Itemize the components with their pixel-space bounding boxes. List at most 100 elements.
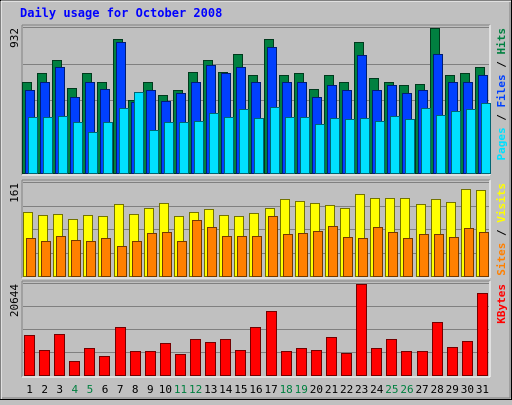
x-tick-label: 15 <box>234 383 247 396</box>
chart-title: Daily usage for October 2008 <box>20 6 222 20</box>
x-tick-label: 8 <box>132 383 139 396</box>
bar-sites-day-17 <box>268 216 278 277</box>
bar-sites-day-21 <box>328 226 338 277</box>
x-tick-label: 9 <box>147 383 154 396</box>
bar-kbytes-day-6 <box>99 356 110 376</box>
series-kbytes <box>24 284 488 376</box>
panel-sites-visits: 161 Sites / Visits <box>8 179 508 279</box>
bar-kbytes-day-31 <box>477 293 488 376</box>
bar-pages-day-26 <box>405 119 415 174</box>
x-tick-label: 13 <box>204 383 217 396</box>
bar-pages-day-28 <box>436 115 446 174</box>
bar-pages-day-12 <box>194 121 204 174</box>
y-axis-max-label: 161 <box>8 183 21 203</box>
x-tick-label: 6 <box>102 383 109 396</box>
bar-sites-day-26 <box>403 238 413 277</box>
bar-sites-day-8 <box>132 241 142 277</box>
x-tick-label: 25 <box>385 383 398 396</box>
bar-kbytes-day-30 <box>462 341 473 376</box>
bar-pages-day-17 <box>270 107 280 174</box>
bar-kbytes-day-15 <box>235 350 246 376</box>
x-tick-label: 28 <box>431 383 444 396</box>
bar-sites-day-9 <box>147 233 157 277</box>
x-tick-label: 27 <box>415 383 428 396</box>
bar-pages-day-11 <box>179 122 189 174</box>
x-tick-label: 20 <box>310 383 323 396</box>
bar-pages-day-29 <box>451 111 461 174</box>
bar-pages-day-24 <box>375 121 385 174</box>
bar-kbytes-day-13 <box>205 342 216 376</box>
bar-sites-day-3 <box>56 236 66 277</box>
bar-pages-day-10 <box>164 122 174 174</box>
series-sites <box>26 216 489 277</box>
x-tick-label: 30 <box>461 383 474 396</box>
x-tick-label: 29 <box>446 383 459 396</box>
bar-kbytes-day-8 <box>130 351 141 376</box>
bar-pages-day-25 <box>390 116 400 174</box>
bar-kbytes-day-29 <box>447 347 458 376</box>
bar-kbytes-day-19 <box>296 348 307 376</box>
bar-pages-day-13 <box>209 113 219 174</box>
x-tick-label: 16 <box>249 383 262 396</box>
chart-panels: 932 Pages / Files / Hits 161 Sites / Visits… <box>8 24 508 378</box>
x-tick-label: 18 <box>280 383 293 396</box>
bar-sites-day-15 <box>237 236 247 277</box>
bar-kbytes-day-26 <box>401 351 412 376</box>
bar-sites-day-13 <box>207 227 217 277</box>
bar-sites-day-24 <box>373 227 383 277</box>
bar-kbytes-day-4 <box>69 361 80 376</box>
x-tick-label: 3 <box>56 383 63 396</box>
bar-kbytes-day-2 <box>39 350 50 376</box>
bar-kbytes-day-28 <box>432 322 443 376</box>
x-tick-label: 5 <box>87 383 94 396</box>
bar-kbytes-day-7 <box>115 327 126 376</box>
bar-kbytes-day-27 <box>417 351 428 376</box>
bar-kbytes-day-9 <box>145 351 156 376</box>
bar-pages-day-18 <box>285 117 295 174</box>
y-axis-metric-label: Pages / Files / Hits <box>495 28 508 161</box>
bar-kbytes-day-23 <box>356 284 367 376</box>
x-tick-label: 4 <box>72 383 79 396</box>
bar-sites-day-10 <box>162 232 172 277</box>
y-axis-metric-label: KBytes <box>495 284 508 324</box>
bar-kbytes-day-18 <box>281 351 292 376</box>
label-files: Files <box>495 74 508 107</box>
label-visits: Visits <box>495 183 508 223</box>
y-axis-max-label: 932 <box>8 28 21 48</box>
x-tick-label: 12 <box>189 383 202 396</box>
x-tick-label: 14 <box>219 383 233 396</box>
bar-pages-day-19 <box>300 117 310 174</box>
panel-hits-files-pages: 932 Pages / Files / Hits <box>8 24 508 176</box>
bar-kbytes-day-1 <box>24 335 35 376</box>
bar-sites-day-2 <box>41 241 51 277</box>
bar-kbytes-day-21 <box>326 337 337 376</box>
bar-pages-day-20 <box>315 124 325 174</box>
bar-sites-day-30 <box>464 228 474 277</box>
x-tick-label: 17 <box>264 383 277 396</box>
bar-pages-day-14 <box>224 117 234 174</box>
x-tick-label: 10 <box>159 383 172 396</box>
x-tick-label: 24 <box>370 383 384 396</box>
y-axis-metric-label: Sites / Visits <box>495 183 508 276</box>
bar-pages-day-15 <box>239 109 249 174</box>
x-tick-label: 2 <box>41 383 48 396</box>
bar-sites-day-18 <box>283 234 293 277</box>
bar-kbytes-day-16 <box>250 327 261 376</box>
bar-sites-day-19 <box>298 233 308 277</box>
bar-sites-day-22 <box>343 237 353 277</box>
bar-sites-day-6 <box>101 238 111 277</box>
bar-pages-day-31 <box>481 103 491 174</box>
bar-sites-day-1 <box>26 238 36 277</box>
bar-sites-day-25 <box>388 232 398 277</box>
label-kbytes: KBytes <box>495 284 508 324</box>
bar-sites-day-12 <box>192 220 202 277</box>
x-tick-label: 11 <box>174 383 187 396</box>
bar-sites-day-20 <box>313 231 323 277</box>
bar-sites-day-14 <box>222 236 232 277</box>
bar-kbytes-day-10 <box>160 343 171 376</box>
bar-pages-day-3 <box>58 116 68 174</box>
x-axis-day-labels: 1 2 3 4 5 6 7 8 9 10 11 12 13 14 15 16 17 18 19 20 21 22 23 24 2… <box>26 383 489 396</box>
bar-sites-day-5 <box>86 241 96 277</box>
bar-pages-day-6 <box>103 122 113 174</box>
bar-kbytes-day-20 <box>311 350 322 376</box>
